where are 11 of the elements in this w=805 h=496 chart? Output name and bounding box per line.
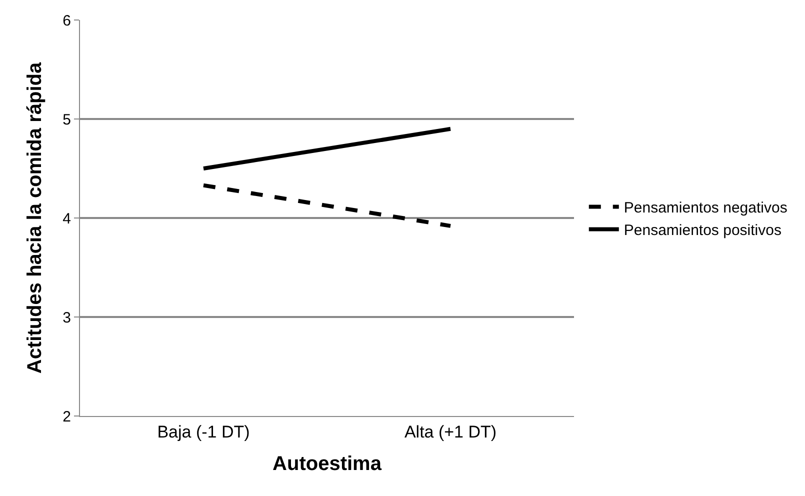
legend-label: Pensamientos negativos <box>624 200 788 217</box>
x-tick-label: Baja (-1 DT) <box>157 422 250 442</box>
y-tick-label: 2 <box>62 408 71 426</box>
y-tick-label: 6 <box>62 12 71 30</box>
y-tick-label: 3 <box>62 309 71 326</box>
y-tick-label: 4 <box>62 210 71 228</box>
x-axis-title: Autoestima <box>272 452 382 475</box>
legend-label: Pensamientos positivos <box>624 222 782 240</box>
x-tick-label: Alta (+1 DT) <box>404 422 497 442</box>
y-axis-title: Actitudes hacia la comida rápida <box>24 62 46 374</box>
y-tick-label: 5 <box>62 111 71 128</box>
